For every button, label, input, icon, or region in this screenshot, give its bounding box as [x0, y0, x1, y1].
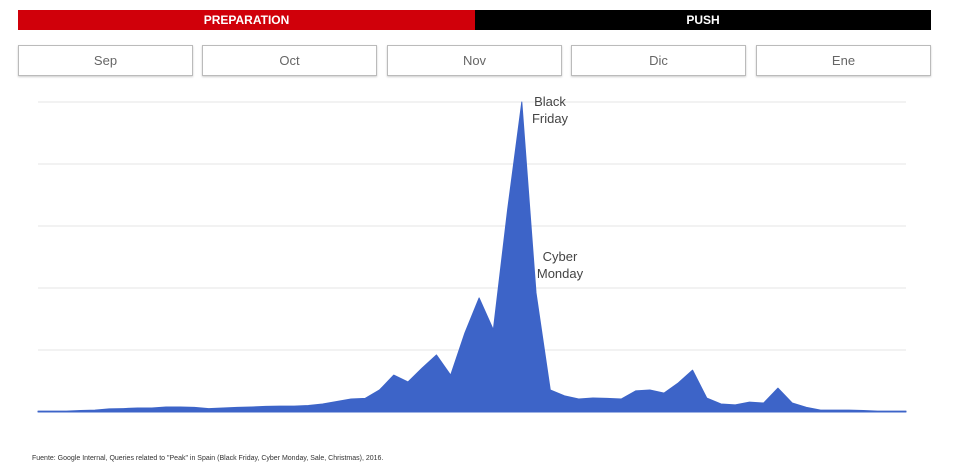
annotation: Black Friday: [531, 94, 569, 126]
month-box: Ene: [756, 45, 931, 76]
source-note: Fuente: Google Internal, Queries related…: [32, 455, 384, 462]
month-box: Oct: [202, 45, 377, 76]
phase-bar: PUSH: [475, 10, 931, 30]
annotation: Cyber Monday: [536, 249, 584, 281]
month-box: Sep: [18, 45, 193, 76]
month-box: Nov: [387, 45, 562, 76]
area: [37, 101, 907, 413]
month-box: Dic: [571, 45, 746, 76]
phase-bar: PREPARATION: [18, 10, 475, 30]
